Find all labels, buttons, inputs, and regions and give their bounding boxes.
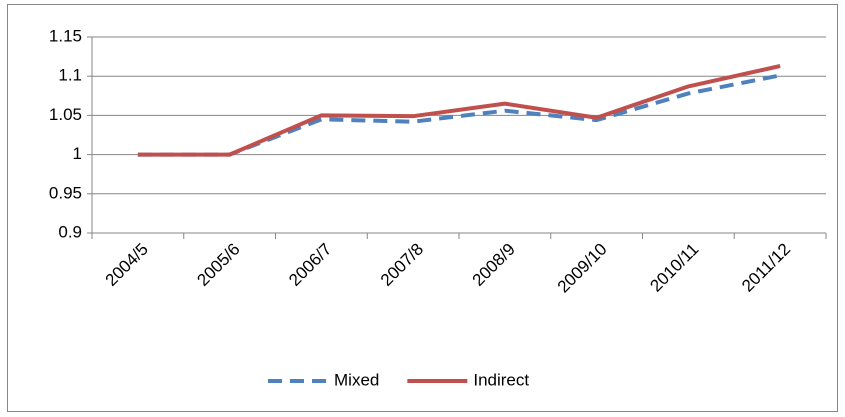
- legend-label: Indirect: [473, 370, 529, 389]
- y-tick-label: 1.1: [58, 66, 82, 85]
- y-tick-label: 1.15: [49, 26, 82, 45]
- legend-label: Mixed: [334, 370, 379, 389]
- y-tick-label: 0.95: [49, 183, 82, 202]
- y-tick-label: 1.05: [49, 105, 82, 124]
- series-line: [137, 64, 781, 157]
- y-tick-label: 0.9: [58, 222, 82, 241]
- chart-border: [7, 4, 838, 412]
- y-tick-label: 1: [73, 144, 82, 163]
